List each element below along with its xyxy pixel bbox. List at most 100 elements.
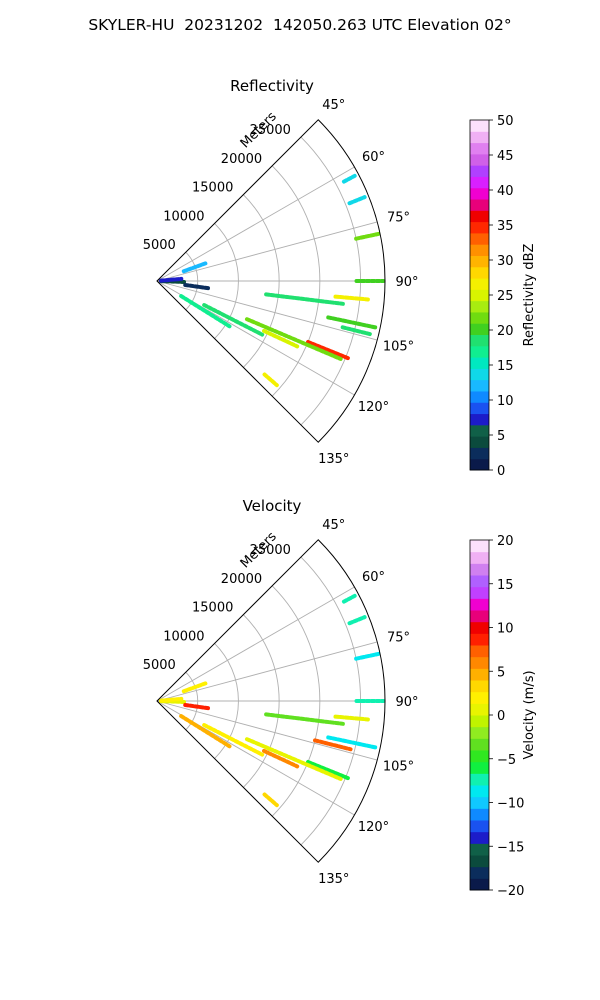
radar-echo (264, 712, 345, 726)
azimuth-tick-label: 120° (358, 400, 389, 415)
colorbar-segment (470, 866, 489, 879)
azimuth-tick-label: 45° (322, 98, 345, 113)
azimuth-spoke (156, 166, 355, 282)
radar-echo (202, 303, 265, 337)
colorbar-tick-label: 20 (497, 534, 514, 549)
colorbar-segment (470, 598, 489, 611)
radar-echo (159, 276, 184, 283)
azimuth-spoke (156, 641, 378, 702)
colorbar-segment (470, 266, 489, 279)
range-tick-label: 20000 (221, 572, 262, 587)
azimuth-spoke (156, 221, 378, 282)
colorbar-segment (470, 820, 489, 833)
azimuth-tick-label: 60° (362, 570, 385, 585)
colorbar-segment (470, 153, 489, 166)
sector-frame (156, 119, 386, 443)
range-tick-label: 15000 (192, 601, 233, 616)
radar-echo (326, 315, 379, 330)
colorbar-segment (470, 785, 489, 798)
colorbar-tick-label: −10 (497, 797, 524, 812)
colorbar-segment (470, 244, 489, 256)
colorbar-segment (470, 680, 489, 693)
colorbar-label: Velocity (m/s) (522, 670, 537, 759)
azimuth-spoke (156, 700, 378, 761)
azimuth-tick-label: 75° (387, 630, 410, 645)
azimuth-spoke (156, 280, 378, 341)
colorbar-tick-label: −20 (497, 884, 524, 899)
colorbar-segment (470, 668, 489, 681)
colorbar-segment (470, 447, 489, 460)
colorbar-tick-label: 35 (497, 219, 514, 234)
range-tick-label: 5000 (143, 658, 176, 673)
radar-echo (244, 737, 343, 781)
colorbar-segment (470, 120, 489, 132)
colorbar-segment (470, 357, 489, 369)
colorbar-segment (470, 855, 489, 868)
radar-echo (326, 735, 379, 750)
radar-echo (341, 173, 357, 184)
colorbar-tick-label: 30 (497, 254, 514, 269)
colorbar-segment (470, 738, 489, 751)
colorbar-segment (470, 773, 489, 786)
colorbar-segment (470, 703, 489, 716)
range-tick-label: 20000 (221, 152, 262, 167)
colorbar-tick-label: 0 (497, 464, 505, 479)
azimuth-tick-label: 105° (383, 760, 414, 775)
radar-echo (262, 328, 300, 349)
radar-echo (340, 325, 373, 337)
colorbar-segment (470, 311, 489, 324)
colorbar-segment (470, 750, 489, 763)
azimuth-tick-label: 135° (318, 872, 349, 887)
radar-echo (159, 696, 184, 703)
colorbar-segment (470, 621, 489, 634)
colorbar-segment (470, 691, 489, 704)
colorbar-tick-label: 15 (497, 578, 514, 593)
range-tick-label: 25000 (250, 123, 291, 138)
colorbar-segment (470, 379, 489, 392)
range-tick-label: 10000 (163, 629, 204, 644)
colorbar-tick-label: 5 (497, 429, 505, 444)
radar-echo (262, 792, 279, 808)
radar-echo (333, 714, 370, 722)
colorbar-segment (470, 726, 489, 739)
colorbar-segment (470, 345, 489, 358)
radar-echo (244, 317, 343, 361)
range-tick-label: 15000 (192, 181, 233, 196)
colorbar-tick-label: −5 (497, 753, 516, 768)
azimuth-tick-label: 90° (395, 275, 418, 290)
colorbar-segment (470, 142, 489, 155)
azimuth-spoke (156, 586, 355, 702)
colorbar-tick-label: 10 (497, 394, 514, 409)
radar-echo (341, 593, 357, 604)
panel-title: Velocity (243, 497, 302, 515)
colorbar-segment (470, 289, 489, 302)
colorbar-segment (470, 334, 489, 347)
radar-echo (305, 340, 352, 361)
range-tick-label: 5000 (143, 238, 176, 253)
colorbar-tick-label: −15 (497, 840, 524, 855)
colorbar-segment (470, 232, 489, 245)
radar-echo (354, 651, 381, 661)
colorbar-segment (470, 165, 489, 177)
colorbar-segment (470, 878, 489, 891)
radar-echo (183, 282, 212, 291)
azimuth-tick-label: 60° (362, 150, 385, 165)
colorbar-segment (470, 390, 489, 403)
colorbar-segment (470, 575, 489, 588)
colorbar-segment (470, 458, 489, 471)
colorbar-tick-label: 45 (497, 149, 514, 164)
radar-echo (347, 195, 367, 206)
colorbar-tick-label: 20 (497, 324, 514, 339)
radar-echo (179, 294, 232, 329)
colorbar-tick-label: 10 (497, 622, 514, 637)
azimuth-tick-label: 105° (383, 340, 414, 355)
colorbar-segment (470, 424, 489, 437)
azimuth-tick-label: 75° (387, 210, 410, 225)
radar-echo (305, 760, 352, 781)
radar-echo (202, 723, 265, 757)
radar-echo (347, 615, 367, 626)
colorbar-segment (470, 715, 489, 728)
colorbar-segment (470, 300, 489, 313)
